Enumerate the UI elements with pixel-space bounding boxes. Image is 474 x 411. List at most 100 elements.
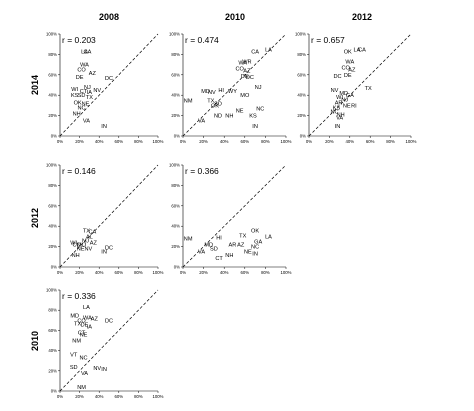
point-label-ca: CA — [88, 229, 96, 235]
point-label-ga: GA — [346, 93, 354, 99]
y-tick-label: 60% — [171, 72, 180, 77]
identity-reference-line — [182, 164, 287, 268]
x-tick-label: 100% — [153, 270, 164, 275]
point-label-dc: DC — [105, 76, 113, 82]
point-label-wa: WA — [345, 60, 354, 66]
point-label-ri: RI — [351, 103, 357, 109]
correlation-label: r = 0.146 — [62, 166, 96, 176]
point-label-ne: NE — [77, 247, 85, 253]
point-label-nv: NV — [331, 88, 339, 94]
x-tick-label: 0% — [180, 270, 186, 275]
point-label-mo: MO — [77, 243, 87, 249]
y-tick-label: 80% — [297, 52, 306, 57]
y-tick-label: 40% — [48, 348, 57, 353]
point-label-nh: NH — [225, 253, 233, 259]
column-title-2008: 2008 — [99, 12, 119, 22]
row-title-2010: 2010 — [30, 331, 40, 351]
point-label-az: AZ — [89, 71, 97, 77]
y-tick-label: 60% — [297, 72, 306, 77]
point-label-de: DE — [76, 75, 84, 81]
point-label-dc: DC — [246, 75, 254, 81]
point-label-az: AZ — [90, 241, 98, 247]
row-title-2012: 2012 — [30, 208, 40, 228]
y-tick-label: 0% — [300, 134, 306, 139]
y-tick-label: 40% — [171, 224, 180, 229]
point-label-dc: DC — [105, 246, 113, 252]
y-tick-label: 100% — [169, 163, 180, 168]
point-label-de: DE — [241, 74, 249, 80]
x-tick-label: 60% — [114, 394, 123, 399]
point-label-hi: HI — [218, 88, 224, 94]
y-tick-label: 60% — [48, 203, 57, 208]
point-label-va: VA — [81, 371, 88, 377]
point-label-va: VA — [198, 119, 205, 125]
point-label-wa: WA — [83, 315, 92, 321]
point-label-md: MD — [201, 89, 210, 95]
point-label-co: CO — [77, 318, 86, 324]
x-tick-label: 80% — [261, 270, 270, 275]
y-tick-label: 100% — [46, 163, 57, 168]
x-tick-label: 0% — [57, 394, 63, 399]
y-tick-label: 20% — [48, 368, 57, 373]
identity-reference-line — [59, 33, 159, 137]
point-label-az: AZ — [243, 69, 251, 75]
point-label-nc: NC — [330, 110, 338, 116]
point-label-ga: GA — [254, 240, 262, 246]
y-tick-label: 0% — [174, 134, 180, 139]
point-label-nj: NJ — [84, 85, 91, 91]
point-label-sd: SD — [70, 365, 78, 371]
point-label-mo: MO — [240, 93, 250, 99]
y-tick-label: 40% — [48, 93, 57, 98]
x-tick-label: 0% — [57, 139, 63, 144]
x-tick-label: 80% — [386, 139, 395, 144]
y-tick-label: 100% — [46, 32, 57, 37]
y-tick-label: 0% — [51, 134, 57, 139]
point-label-la: LA — [83, 305, 90, 311]
y-tick-label: 80% — [171, 183, 180, 188]
point-label-ct: CT — [215, 256, 223, 262]
point-label-az: AZ — [237, 243, 245, 249]
y-tick-label: 40% — [297, 93, 306, 98]
y-tick-label: 20% — [171, 113, 180, 118]
point-label-ne: NE — [244, 250, 252, 256]
point-label-tx: TX — [365, 86, 372, 92]
y-tick-label: 80% — [171, 52, 180, 57]
y-tick-label: 20% — [297, 113, 306, 118]
point-label-sd: SD — [214, 101, 222, 107]
y-tick-label: 40% — [48, 224, 57, 229]
point-label-az: AZ — [91, 316, 99, 322]
y-tick-label: 20% — [48, 244, 57, 249]
point-label-nj: NJ — [341, 97, 348, 103]
x-tick-label: 40% — [220, 139, 229, 144]
point-label-va: VA — [198, 250, 205, 256]
point-label-va: VA — [83, 119, 90, 125]
point-label-wa: WA — [80, 63, 89, 69]
x-tick-label: 100% — [153, 394, 164, 399]
y-tick-label: 20% — [48, 113, 57, 118]
point-label-nj: NJ — [82, 238, 89, 244]
point-label-ar: AR — [335, 100, 343, 106]
scatter-panel-2012-vs-2014: 0% 20% 40% 60% 80% 100% 0% 20% 40% 60% 80% 100% r = … — [295, 32, 417, 145]
point-label-in: IN — [252, 124, 258, 130]
point-label-ca: CA — [251, 49, 259, 55]
y-tick-label: 40% — [171, 93, 180, 98]
identity-reference-line — [308, 33, 412, 137]
point-label-ct: CT — [78, 330, 86, 336]
point-label-nv: NV — [85, 247, 93, 253]
y-tick-label: 100% — [295, 32, 306, 37]
row-title-2014: 2014 — [30, 75, 40, 95]
point-label-nc: NC — [79, 356, 87, 362]
x-tick-label: 20% — [199, 139, 208, 144]
point-label-nh: NH — [73, 112, 81, 118]
point-label-md: MD — [70, 313, 79, 319]
x-tick-label: 40% — [95, 394, 104, 399]
point-label-de: DE — [344, 73, 352, 79]
panels-group: 0% 20% 40% 60% 80% 100% 0% 20% 40% 60% 80% 100% r = … — [46, 32, 417, 400]
x-tick-label: 60% — [114, 139, 123, 144]
correlation-label: r = 0.657 — [311, 35, 345, 45]
point-label-co: CO — [235, 67, 244, 73]
point-label-tx: TX — [207, 98, 214, 104]
point-label-ne: NE — [80, 332, 88, 338]
x-tick-label: 100% — [153, 139, 164, 144]
identity-reference-line — [182, 33, 287, 137]
